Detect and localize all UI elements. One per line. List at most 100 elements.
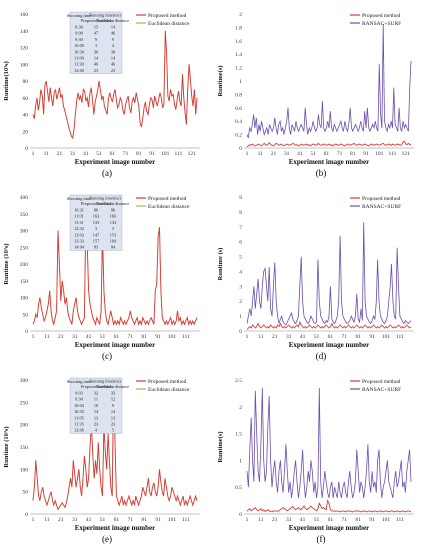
x-tick-label: 21 <box>58 517 64 523</box>
x-tick-label: 81 <box>141 334 147 340</box>
x-tick-label: 101 <box>382 517 391 523</box>
series-line-1 <box>32 220 198 326</box>
legend-entry: Euclidean distance <box>148 387 190 393</box>
x-tick-label: 11 <box>258 517 264 523</box>
y-tick-label: 0.6 <box>235 106 242 112</box>
chart-panel-f: 00.511.522.51 11 21 31 41 51 61 71 81 91 101 111Exp… <box>217 378 414 544</box>
y-tick-label: 0.5 <box>235 485 242 491</box>
table-cell: 23 <box>111 422 115 427</box>
table-cell: 5 <box>112 428 114 433</box>
table-cell: 10:00 <box>74 43 84 48</box>
table-header: Proposed method <box>81 384 112 389</box>
table-cell: 12:32 <box>74 226 84 231</box>
panel-label: (f) <box>317 534 326 544</box>
y-tick-label: 100 <box>20 467 29 473</box>
table-cell: 32 <box>94 391 98 396</box>
x-tick-label: 111 <box>396 334 404 340</box>
x-tick-label: 11 <box>44 334 50 340</box>
legend-entry: Euclidean distance <box>148 204 190 210</box>
chart-panel-b: 00.20.40.60.811.21.41.61.821 11 21 31 41 51 61… <box>217 12 414 178</box>
x-tick-label: 91 <box>149 151 155 157</box>
table-cell: 14 <box>111 409 116 414</box>
series-line-2 <box>246 387 412 499</box>
table-cell: 166 <box>110 214 117 219</box>
table-cell: 46 <box>94 62 99 67</box>
y-tick-label: 40 <box>23 113 29 119</box>
x-tick-label: 11 <box>44 151 50 157</box>
y-tick-label: 2 <box>239 405 242 411</box>
x-axis-label: Experiment image number <box>289 158 370 166</box>
legend-entry: RANSAC+SURF <box>362 21 401 27</box>
table-cell: 11:31 <box>74 220 84 225</box>
table-header: Shooting time <box>67 13 91 18</box>
x-tick-label: 51 <box>314 334 320 340</box>
x-tick-label: 61 <box>114 334 120 340</box>
x-tick-label: 101 <box>375 151 384 157</box>
legend-entry: Proposed method <box>362 196 401 202</box>
table-cell: 9 <box>112 37 114 42</box>
table-cell: 4 <box>112 43 115 48</box>
y-tick-label: 100 <box>20 296 29 302</box>
table-cell: 3 <box>112 226 114 231</box>
x-tick-label: 61 <box>110 151 116 157</box>
table-cell: 14 <box>111 25 116 30</box>
y-tick-label: 50 <box>23 490 29 496</box>
x-tick-label: 1 <box>32 517 35 523</box>
y-tick-label: 2 <box>239 12 242 18</box>
x-tick-label: 111 <box>396 517 404 523</box>
table-cell: 13 <box>94 415 98 420</box>
y-tick-label: 1.6 <box>235 39 242 45</box>
panel-label: (c) <box>102 351 112 361</box>
table-cell: 9 <box>95 37 97 42</box>
table-cell: 12:00 <box>74 68 84 73</box>
table-cell: 33 <box>111 391 115 396</box>
x-tick-label: 31 <box>284 151 290 157</box>
x-tick-label: 111 <box>389 151 397 157</box>
y-axis-label: Runtime(10³s) <box>3 61 10 101</box>
x-tick-label: 71 <box>128 334 134 340</box>
legend-entry: Proposed method <box>148 196 187 202</box>
table-header: Euclidean distance <box>97 201 129 206</box>
y-tick-label: 80 <box>23 79 29 85</box>
panel-label: (e) <box>102 534 112 544</box>
x-tick-label: 101 <box>382 334 391 340</box>
y-tick-label: 20 <box>23 129 29 135</box>
y-tick-label: 120 <box>20 46 29 52</box>
legend-entry: Proposed method <box>148 379 187 385</box>
y-tick-label: 4 <box>239 269 242 275</box>
x-axis-label: Experiment image number <box>289 341 370 349</box>
table-group-header: Running time(ms) <box>89 196 121 201</box>
y-tick-label: 1 <box>239 79 242 85</box>
table-cell: 86 <box>94 208 99 213</box>
y-axis-label: Runtime (10³s) <box>3 426 10 467</box>
table-cell: 11 <box>94 397 98 402</box>
x-tick-label: 61 <box>114 517 120 523</box>
table-cell: 10:35 <box>74 409 84 414</box>
x-tick-label: 41 <box>86 334 92 340</box>
x-tick-label: 31 <box>286 334 292 340</box>
x-tick-label: 31 <box>286 517 292 523</box>
y-tick-label: 7 <box>239 225 242 231</box>
x-axis-label: Experiment image number <box>75 341 156 349</box>
y-tick-label: 2.5 <box>235 378 242 384</box>
panel-label: (d) <box>316 351 327 361</box>
x-tick-label: 91 <box>155 334 161 340</box>
x-tick-label: 31 <box>72 517 78 523</box>
x-tick-label: 31 <box>70 151 76 157</box>
series-line-1 <box>246 140 412 148</box>
y-tick-label: 2 <box>239 299 242 305</box>
x-tick-label: 61 <box>324 151 330 157</box>
x-tick-label: 91 <box>369 334 375 340</box>
x-tick-label: 1 <box>32 151 35 157</box>
table-group-header: Running time(ms) <box>89 379 121 384</box>
x-tick-label: 11 <box>44 517 50 523</box>
x-tick-label: 31 <box>72 334 78 340</box>
x-tick-label: 1 <box>246 517 249 523</box>
table-cell: 14 <box>111 56 116 61</box>
x-tick-label: 61 <box>328 334 334 340</box>
y-axis-label: Runtime(s) <box>217 65 224 96</box>
x-tick-label: 81 <box>350 151 356 157</box>
x-tick-label: 101 <box>161 151 170 157</box>
x-tick-label: 51 <box>100 334 106 340</box>
